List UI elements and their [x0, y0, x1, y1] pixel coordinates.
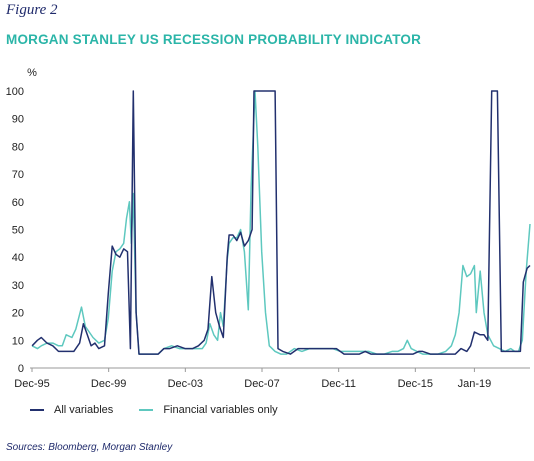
y-tick-label: 20 — [12, 308, 24, 320]
legend-swatch-financial-variables — [139, 409, 154, 411]
y-tick-label: 80 — [12, 141, 24, 153]
legend-item-financial-variables: Financial variables only — [139, 404, 278, 416]
legend-item-all-variables: All variables — [30, 404, 113, 416]
x-axis-ticks: Dec-95 Dec-99 Dec-03 Dec-07 Dec-11 Dec-15 Jan-… — [14, 368, 491, 390]
y-tick-label: 60 — [12, 197, 24, 209]
x-tick-label: Dec-07 — [244, 378, 279, 390]
chart-title: MORGAN STANLEY US RECESSION PROBABILITY … — [6, 32, 422, 47]
source-note: Sources: Bloomberg, Morgan Stanley — [6, 442, 173, 453]
y-axis-ticks: 0 10 20 30 40 50 60 70 80 90 100 — [6, 86, 24, 375]
y-tick-label: 30 — [12, 280, 24, 292]
x-tick-label: Dec-15 — [398, 378, 433, 390]
y-axis-unit: % — [27, 67, 37, 79]
y-tick-label: 100 — [6, 86, 24, 98]
x-tick-label: Dec-11 — [321, 378, 356, 390]
x-tick-label: Jan-19 — [458, 378, 492, 390]
legend-label-all-variables: All variables — [54, 404, 114, 416]
y-tick-label: 10 — [12, 335, 24, 347]
x-tick-label: Dec-95 — [14, 378, 49, 390]
y-tick-label: 70 — [12, 169, 24, 181]
legend: All variables Financial variables only — [30, 404, 278, 416]
figure-label: Figure 2 — [6, 2, 58, 18]
series-line-all-variables — [31, 90, 531, 355]
y-tick-label: 40 — [12, 252, 24, 264]
y-tick-label: 90 — [12, 114, 24, 126]
legend-swatch-all-variables — [30, 409, 44, 411]
x-tick-label: Dec-99 — [91, 378, 126, 390]
y-tick-label: 0 — [18, 363, 24, 375]
series-lines — [31, 90, 531, 355]
legend-label-financial-variables: Financial variables only — [163, 404, 278, 416]
y-tick-label: 50 — [12, 225, 24, 237]
x-tick-label: Dec-03 — [168, 378, 203, 390]
